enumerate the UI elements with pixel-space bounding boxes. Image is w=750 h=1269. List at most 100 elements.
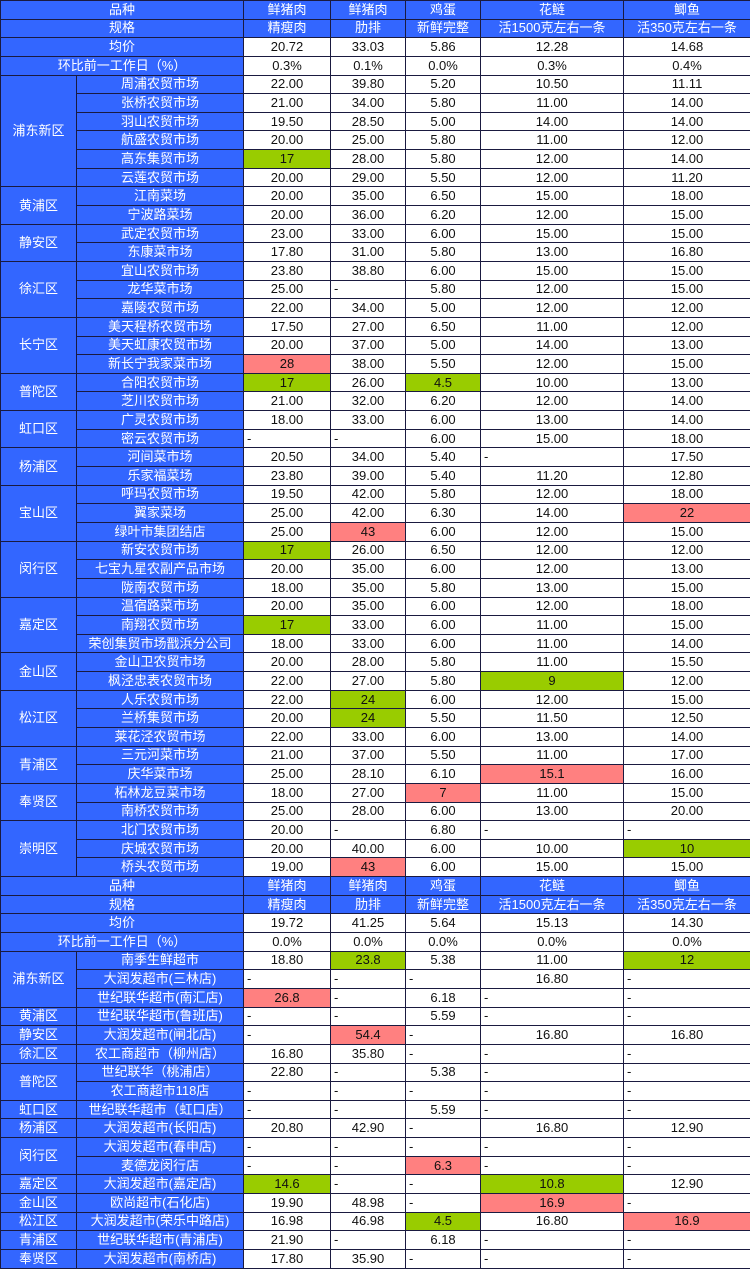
price-cell: - [481,1007,624,1026]
price-cell: 6.00 [406,522,481,541]
price-cell: 11.00 [481,783,624,802]
price-cell: 6.00 [406,411,481,430]
price-cell-high: 54.4 [331,1026,406,1045]
price-cell: 33.00 [331,411,406,430]
change-value: 0.0% [406,933,481,952]
price-cell: 6.18 [406,988,481,1007]
market-name: 桥头农贸市场 [77,858,244,877]
price-cell: 21.00 [244,392,331,411]
table-row: 青浦区世纪联华超市(青浦店)21.90-6.18-- [1,1231,750,1250]
market-name: 世纪联华超市(南汇店) [77,988,244,1007]
change-label: 环比前一工作日（%） [1,933,244,952]
price-cell: 6.00 [406,560,481,579]
price-cell: 15.00 [481,224,624,243]
district-name: 宝山区 [1,485,77,541]
district-name: 静安区 [1,1026,77,1045]
price-cell: 27.00 [331,672,406,691]
market-name: 绿叶市集团结店 [77,522,244,541]
price-cell: - [331,1156,406,1175]
price-cell: 16.80 [481,1119,624,1138]
price-cell-low: 10.8 [481,1175,624,1194]
price-cell: 18.00 [624,187,750,206]
product-spec: 活350克左右一条 [624,895,750,914]
market-name: 嘉陵农贸市场 [77,299,244,318]
market-name: 大润发超市(长阳店) [77,1119,244,1138]
district-name: 虹口区 [1,411,77,448]
price-cell: 20.50 [244,448,331,467]
price-cell: 6.00 [406,634,481,653]
price-cell: 12.00 [481,541,624,560]
district-name: 松江区 [1,690,77,746]
change-value: 0.3% [481,56,624,75]
price-cell: 6.00 [406,802,481,821]
spec-header-row: 规格精瘦肉肋排新鲜完整活1500克左右一条活350克左右一条 [1,19,750,38]
market-name: 麦德龙闵行店 [77,1156,244,1175]
price-cell: 20.00 [244,168,331,187]
price-cell: 6.00 [406,616,481,635]
product-spec: 精瘦肉 [244,19,331,38]
price-cell: - [244,1026,331,1045]
district-name: 黄浦区 [1,187,77,224]
price-cell: 15.00 [481,261,624,280]
price-cell: 23.80 [244,467,331,486]
price-cell: 20.00 [244,709,331,728]
price-cell: 12.00 [624,541,750,560]
price-cell: 21.00 [244,746,331,765]
change-value: 0.4% [624,56,750,75]
price-cell: 21.90 [244,1231,331,1250]
price-cell: 11.00 [481,951,624,970]
market-name: 陇南农贸市场 [77,578,244,597]
price-cell: 14.00 [624,634,750,653]
market-name: 荣创集贸市场戬浜分公司 [77,634,244,653]
price-cell: 5.80 [406,672,481,691]
price-cell: 12.00 [481,597,624,616]
average-price: 12.28 [481,38,624,57]
price-cell: 20.00 [244,187,331,206]
product-header-row: 品种鲜猪肉鲜猪肉鸡蛋花鲢鲫鱼 [1,877,750,896]
price-cell: 11.00 [481,653,624,672]
price-cell: 22.00 [244,727,331,746]
price-cell: 19.90 [244,1194,331,1213]
price-cell: 6.00 [406,858,481,877]
price-cell: 12.00 [624,299,750,318]
price-cell: - [331,988,406,1007]
price-cell: - [624,988,750,1007]
price-cell: 14.00 [624,112,750,131]
district-name: 嘉定区 [1,597,77,653]
price-cell: 12.00 [481,299,624,318]
price-cell: - [331,280,406,299]
price-cell: 17.80 [244,1249,331,1268]
market-name: 高东集贸市场 [77,150,244,169]
market-name: 莱花泾农贸市场 [77,727,244,746]
price-cell: 23.00 [244,224,331,243]
price-cell: - [406,1044,481,1063]
price-cell: 13.00 [624,373,750,392]
price-cell: 13.00 [481,243,624,262]
price-cell: 20.00 [244,131,331,150]
price-cell: - [331,1175,406,1194]
price-cell: 33.00 [331,727,406,746]
price-cell: 16.80 [481,1212,624,1231]
price-cell: 15.00 [624,355,750,374]
price-cell: - [331,1082,406,1101]
market-name: 云莲农贸市场 [77,168,244,187]
price-cell: - [481,1231,624,1250]
product-name: 鸡蛋 [406,877,481,896]
price-cell: - [624,1138,750,1157]
price-cell: 18.00 [624,429,750,448]
price-cell: 5.50 [406,709,481,728]
market-name: 美天虹康农贸市场 [77,336,244,355]
price-cell-low: 10 [624,839,750,858]
price-cell: 11.00 [481,94,624,113]
price-cell: - [624,970,750,989]
price-cell: 20.00 [244,653,331,672]
price-cell: 15.00 [624,522,750,541]
